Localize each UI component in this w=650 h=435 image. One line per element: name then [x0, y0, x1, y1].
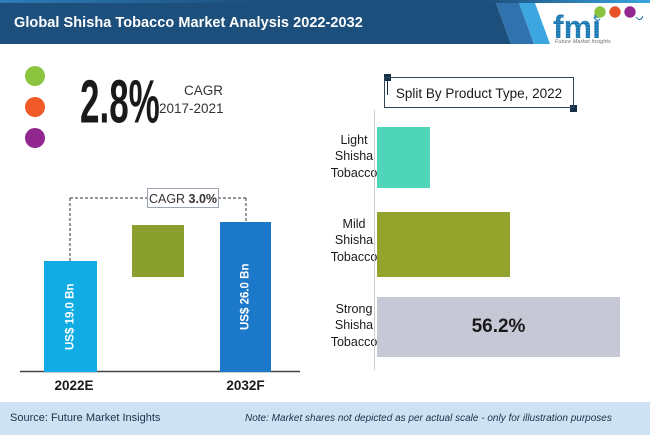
- svg-text:fmi: fmi: [553, 9, 601, 41]
